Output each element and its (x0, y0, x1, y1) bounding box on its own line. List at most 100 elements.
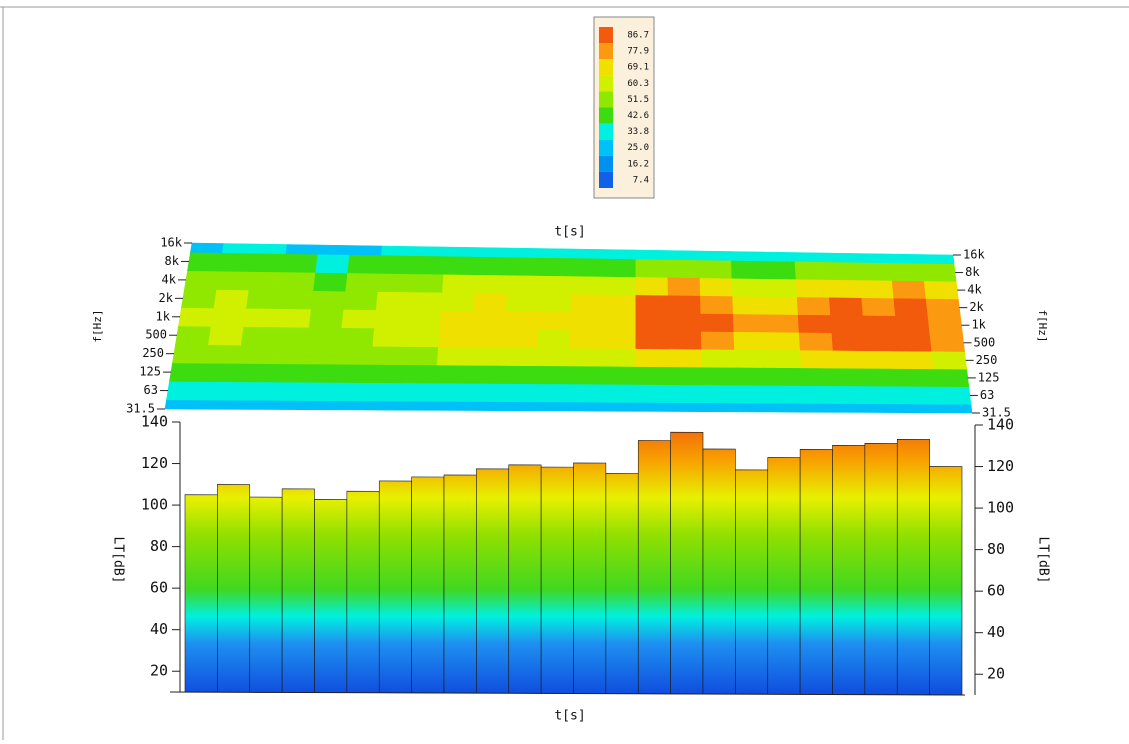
plan-cell (308, 308, 345, 328)
freq-tick-label-right: 31.5 (982, 406, 1011, 420)
plan-cell (198, 399, 234, 410)
freq-tick-label-left: 250 (142, 346, 164, 360)
plan-cell (467, 401, 502, 411)
plan-cell (861, 297, 896, 317)
legend-label: 86.7 (627, 31, 649, 41)
z-tick-label-right: 60 (987, 582, 1005, 600)
plan-cell (433, 400, 469, 411)
plan-cell (411, 255, 446, 275)
plan-cell (865, 350, 901, 369)
front-column (929, 466, 963, 696)
plan-cell (172, 344, 209, 364)
plan-cell (235, 363, 273, 383)
plan-cell (937, 403, 973, 414)
plan-cell (794, 261, 829, 280)
plan-cell (536, 347, 571, 367)
plan-cell (603, 276, 637, 296)
plan-cell (435, 364, 471, 384)
plan-cell (273, 326, 310, 346)
plan-cell (667, 294, 702, 314)
plan-cell (238, 344, 275, 364)
plan-cell (442, 273, 477, 294)
x-label-bottom: t[s] (554, 709, 585, 724)
plan-cell (345, 272, 380, 292)
z-tick-label-left: 40 (150, 620, 168, 638)
plan-cell (568, 383, 603, 403)
plan-cell (501, 383, 537, 403)
plan-cell (337, 345, 374, 365)
front-base (169, 691, 966, 696)
z-tick-label-right: 20 (987, 665, 1005, 683)
plan-cell (769, 402, 805, 413)
plan-cell (213, 289, 250, 309)
plan-cell (400, 400, 435, 411)
plan-cell (732, 295, 766, 315)
plan-cell (923, 280, 959, 300)
front-column (217, 484, 251, 693)
freq-tick-label-left: 8k (165, 254, 180, 268)
plan-cell (667, 250, 700, 261)
plan-cell (831, 332, 867, 351)
plan-cell (699, 259, 733, 279)
plan-cell (468, 364, 504, 384)
legend-swatch (599, 107, 613, 124)
plan-cell (400, 382, 437, 402)
front-column (702, 448, 736, 695)
plan-cell (766, 331, 801, 351)
plan-cell (858, 262, 893, 281)
plan-cell (667, 259, 701, 279)
front-column (443, 474, 477, 694)
plan-cell (901, 385, 938, 405)
z-tick-label-left: 20 (150, 662, 168, 680)
front-column (573, 462, 607, 694)
plan-cell (369, 364, 405, 384)
plan-cell (184, 270, 220, 290)
plan-cell (735, 384, 771, 404)
legend-label: 60.3 (627, 79, 649, 89)
plan-cell (504, 310, 539, 330)
plan-cell (169, 362, 206, 382)
plan-cell (571, 248, 605, 259)
plan-cell (764, 296, 799, 315)
plan-cell (890, 262, 925, 282)
plan-cell (699, 250, 732, 261)
plan-cell (568, 401, 603, 412)
plan-cell (603, 294, 637, 314)
front-column (346, 490, 380, 694)
plan-cell (734, 366, 770, 386)
plan-cell (801, 385, 838, 404)
plan-cell (405, 328, 441, 348)
plan-cell (402, 364, 438, 384)
freq-tick-label-right: 4k (967, 283, 982, 297)
legend-swatch (599, 59, 613, 76)
plan-cell (730, 251, 764, 262)
plan-cell (569, 329, 604, 349)
plan-cell (635, 384, 670, 403)
freq-tick-label-left: 4k (162, 272, 177, 286)
plan-cell (635, 348, 670, 368)
freq-tick-label-right: 8k (965, 265, 980, 279)
plan-cell (379, 254, 414, 275)
plan-cell (864, 332, 900, 352)
plan-cell (315, 253, 350, 274)
plan-cell (406, 309, 442, 329)
plan-cell (602, 365, 637, 385)
z-label-left: LT[dB] (111, 537, 126, 584)
legend-label: 25.0 (627, 143, 649, 153)
plan-cell (635, 402, 670, 412)
plan-cell (280, 271, 316, 292)
plan-cell (472, 310, 507, 330)
plan-cell (409, 273, 445, 293)
legend-swatch (599, 43, 613, 60)
plan-cell (868, 385, 905, 405)
plan-cell (473, 292, 508, 312)
plan-cell (508, 247, 542, 258)
plan-cell (896, 333, 933, 352)
front-column (540, 466, 574, 694)
legend-swatch (599, 91, 613, 108)
plan-cell (832, 350, 868, 369)
plan-cell (635, 294, 669, 314)
plan-cell (181, 288, 218, 309)
plan-cell (700, 331, 735, 350)
